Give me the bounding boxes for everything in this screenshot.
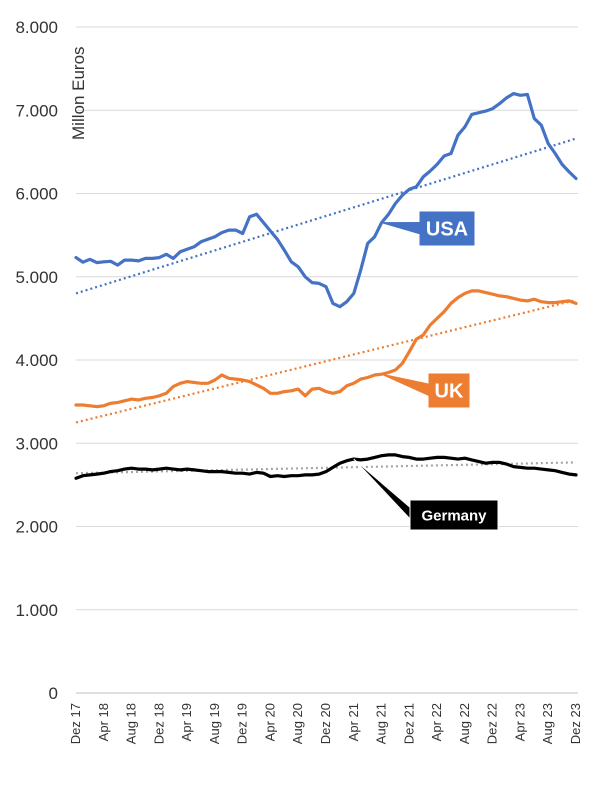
y-tick-label: 6.000: [15, 185, 58, 204]
y-tick-label: 8.000: [15, 18, 58, 37]
y-tick-label: 4.000: [15, 351, 58, 370]
y-tick-label: 1.000: [15, 601, 58, 620]
x-tick-label: Dez 23: [568, 703, 583, 744]
x-tick-label: Dez 17: [68, 703, 83, 744]
y-tick-label: 2.000: [15, 518, 58, 537]
callout-pointer-germany: [353, 458, 413, 523]
x-tick-label: Apr 22: [429, 703, 444, 741]
series-line-germany: [74, 453, 578, 480]
x-tick-label: Aug 19: [207, 703, 222, 744]
x-axis: Dez 17 Apr 18 Aug 18 Dez 18 Apr 19 Aug 19 Dez …: [68, 692, 583, 744]
y-tick-label: 7.000: [15, 101, 58, 120]
x-tick-label: Dez 21: [401, 703, 416, 744]
x-tick-label: Apr 20: [262, 703, 277, 741]
y-axis-label: Millon Euros: [69, 46, 88, 140]
x-tick-label: Aug 20: [290, 703, 305, 744]
x-tick-label: Dez 19: [235, 703, 250, 744]
trend-line-germany: [75, 461, 577, 475]
callout-pointer-uk: [381, 373, 432, 398]
series-lines: [74, 91, 578, 480]
callout-pointer-usa: [381, 221, 423, 236]
series-line-uk: [74, 289, 578, 409]
trend-line-usa: [75, 137, 577, 295]
y-tick-label: 3.000: [15, 434, 58, 453]
y-axis-ticks: 0 1.000 2.000 3.000 4.000 5.000 6.000 7.000 8.00…: [15, 18, 58, 703]
x-tick-label: Apr 21: [346, 703, 361, 741]
callout-box-germany: [409, 499, 499, 531]
trend-line-uk: [75, 298, 577, 424]
callouts: USA UK Germany: [353, 211, 499, 531]
x-tick-label: Aug 21: [374, 703, 389, 744]
callout-box-uk: [428, 373, 470, 408]
callout-label-germany: Germany: [421, 507, 487, 524]
x-tick-label: Aug 23: [540, 703, 555, 744]
x-tick-label: Apr 18: [96, 703, 111, 741]
trend-lines: [75, 137, 577, 475]
x-tick-label: Aug 22: [457, 703, 472, 744]
x-tick-label: Apr 23: [512, 703, 527, 741]
callout-label-uk: UK: [435, 381, 464, 403]
x-tick-label: Apr 19: [179, 703, 194, 741]
callout-label-usa: USA: [426, 219, 468, 241]
y-tick-label: 5.000: [15, 268, 58, 287]
y-tick-label: 0: [49, 684, 58, 703]
gridlines: [76, 26, 578, 694]
series-line-usa: [74, 91, 578, 309]
callout-box-usa: [419, 211, 475, 246]
x-tick-label: Dez 18: [151, 703, 166, 744]
x-tick-label: Dez 20: [318, 703, 333, 744]
x-tick-label: Dez 22: [485, 703, 500, 744]
x-tick-label: Aug 18: [124, 703, 139, 744]
